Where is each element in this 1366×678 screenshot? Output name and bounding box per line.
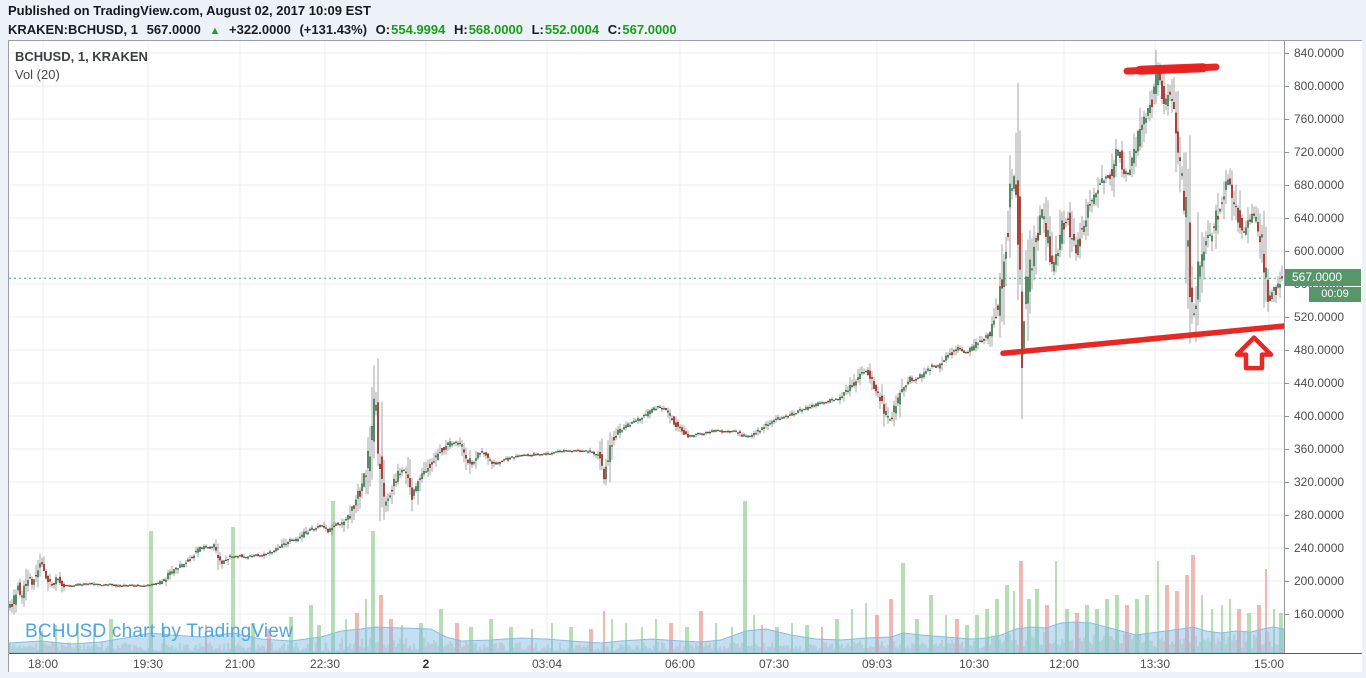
price-axis-tick (1285, 581, 1289, 582)
symbol-summary-line: KRAKEN:BCHUSD, 1 567.0000 ▲ +322.0000 (+… (8, 22, 1008, 37)
price-axis-tick (1285, 515, 1289, 516)
time-axis-label: 21:00 (224, 657, 256, 671)
time-axis-label: 19:30 (132, 657, 164, 671)
price-axis-label: 280.0000 (1294, 508, 1345, 522)
price-axis-tick (1285, 416, 1289, 417)
price-axis-label: 360.0000 (1294, 442, 1345, 456)
price-axis-label: 320.0000 (1294, 475, 1345, 489)
time-axis-label: 07:30 (758, 657, 790, 671)
time-axis-label: 15:00 (1253, 657, 1285, 671)
published-line: Published on TradingView.com, August 02,… (8, 3, 371, 18)
price-axis-label: 800.0000 (1294, 79, 1345, 93)
price-axis-label: 680.0000 (1294, 178, 1345, 192)
bar-countdown-badge: 00:09 (1309, 287, 1361, 303)
price-axis-tick (1285, 119, 1289, 120)
time-axis-label: 22:30 (309, 657, 341, 671)
price-axis-label: 640.0000 (1294, 211, 1345, 225)
price-axis-tick (1285, 218, 1289, 219)
symbol-name: KRAKEN:BCHUSD, 1 (8, 22, 139, 37)
tradingview-watermark-link[interactable]: BCHUSD chart by TradingView (25, 621, 293, 642)
last-price-badge: 567.0000 (1285, 269, 1361, 287)
publish-header: Published on TradingView.com, August 02,… (8, 3, 1008, 37)
price-axis-label: 400.0000 (1294, 409, 1345, 423)
price-axis-tick (1285, 482, 1289, 483)
price-axis-label: 600.0000 (1294, 244, 1345, 258)
change-value: +322.0000 (229, 22, 291, 37)
price-axis-tick (1285, 383, 1289, 384)
time-axis-label: 12:00 (1048, 657, 1080, 671)
price-axis-label: 240.0000 (1294, 541, 1345, 555)
time-axis-label: 13:30 (1139, 657, 1171, 671)
time-axis-label: 10:30 (958, 657, 990, 671)
time-axis-label: 03:04 (531, 657, 563, 671)
price-axis-label: 480.0000 (1294, 343, 1345, 357)
high-value: 568.0000 (468, 22, 523, 37)
price-axis-label: 200.0000 (1294, 574, 1345, 588)
price-axis-label: 760.0000 (1294, 112, 1345, 126)
price-axis-tick (1285, 53, 1289, 54)
price-axis-tick (1285, 317, 1289, 318)
open-value: 554.9994 (391, 22, 446, 37)
price-axis-tick (1285, 449, 1289, 450)
price-axis-label: 440.0000 (1294, 376, 1345, 390)
high-label: H: (453, 22, 468, 37)
change-percent: (+131.43%) (299, 22, 368, 37)
price-axis-tick (1285, 350, 1289, 351)
price-axis-tick (1285, 614, 1289, 615)
close-label: C: (607, 22, 622, 37)
time-axis-label: 06:00 (664, 657, 696, 671)
price-axis[interactable]: 567.0000 00:09 840.0000 800.0000 760.0000 7… (1284, 41, 1362, 653)
price-axis-tick (1285, 185, 1289, 186)
low-label: L: (531, 22, 544, 37)
price-axis-tick (1285, 251, 1289, 252)
up-triangle-icon: ▲ (209, 25, 221, 37)
time-axis-label: 09:03 (861, 657, 893, 671)
time-axis-label: 2 (422, 657, 430, 671)
price-axis-label: 840.0000 (1294, 46, 1345, 60)
price-axis-label: 520.0000 (1294, 310, 1345, 324)
close-value: 567.0000 (622, 22, 677, 37)
bar-countdown-value: 00:09 (1321, 288, 1349, 301)
price-axis-tick (1285, 548, 1289, 549)
chart-widget: BCHUSD, 1, KRAKEN Vol (20) BCHUSD chart … (8, 40, 1362, 672)
open-label: O: (375, 22, 391, 37)
low-value: 552.0004 (544, 22, 600, 37)
price-axis-tick (1285, 152, 1289, 153)
price-axis-tick (1285, 86, 1289, 87)
time-axis-label: 18:00 (27, 657, 59, 671)
last-price-badge-value: 567.0000 (1292, 270, 1343, 285)
time-axis[interactable]: 18:00 19:30 21:00 22:30 2 03:04 06:00 07:30 09:0… (9, 653, 1362, 672)
plot-area[interactable] (9, 41, 1284, 653)
last-price: 567.0000 (146, 22, 201, 37)
price-chart[interactable] (9, 41, 1284, 653)
price-axis-label: 720.0000 (1294, 145, 1345, 159)
price-axis-label: 160.0000 (1294, 607, 1345, 621)
